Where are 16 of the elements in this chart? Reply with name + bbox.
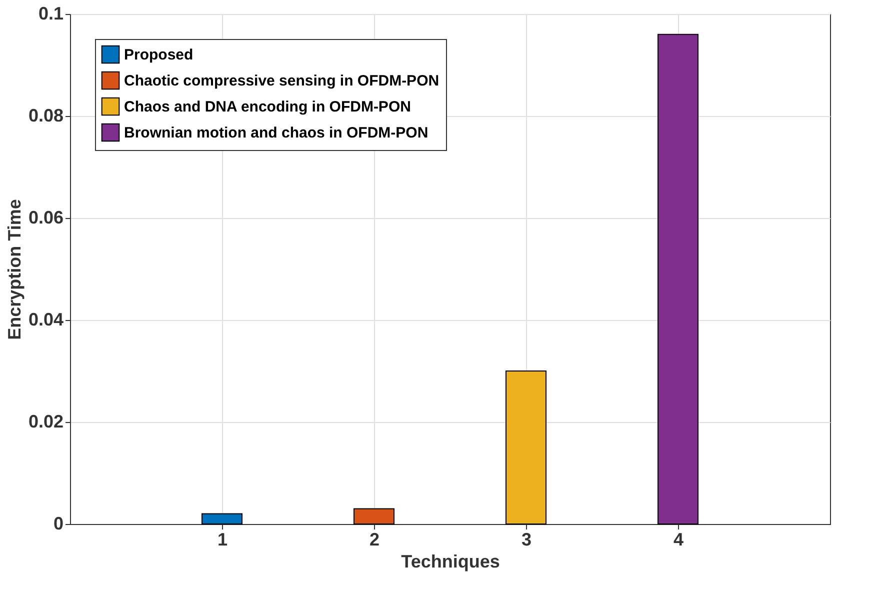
legend-label: Proposed (124, 46, 194, 64)
y-tick-label: 0.04 (28, 310, 64, 330)
x-axis-title: Techniques (401, 552, 500, 572)
x-tick-label: 2 (369, 530, 380, 550)
y-tick-label: 0.1 (38, 4, 64, 24)
y-tick-label: 0 (53, 514, 64, 534)
x-tick-label: 4 (673, 530, 684, 550)
legend-label: Brownian motion and chaos in OFDM-PON (124, 124, 428, 142)
y-tick-label: 0.06 (28, 208, 64, 228)
y-tick-label: 0.08 (28, 106, 64, 126)
y-tick-label: 0.02 (28, 412, 64, 432)
x-tick-label: 1 (217, 530, 228, 550)
x-tick-label: 3 (521, 530, 532, 550)
y-axis-title: Encryption Time (4, 199, 24, 340)
legend-label: Chaos and DNA encoding in OFDM-PON (124, 98, 411, 116)
legend-label: Chaotic compressive sensing in OFDM-PON (124, 72, 440, 90)
